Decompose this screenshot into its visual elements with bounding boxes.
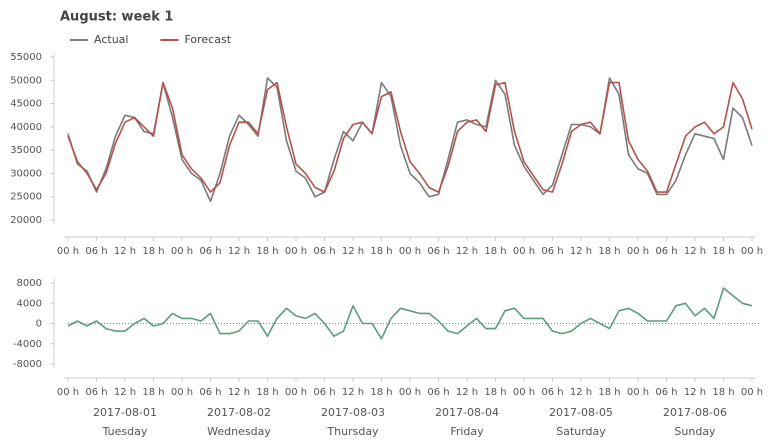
x-tick-label: 06 h xyxy=(85,246,107,257)
x-tick-label: 06 h xyxy=(313,387,335,398)
x-tick-label: 18 h xyxy=(712,246,734,257)
x-tick-label: 12 h xyxy=(114,246,136,257)
x-tick-label: 18 h xyxy=(598,246,620,257)
x-tick-label: 12 h xyxy=(342,246,364,257)
x-tick-label: 18 h xyxy=(370,246,392,257)
date-label: 2017-08-05 xyxy=(549,406,613,419)
y-tick-label: -4000 xyxy=(13,339,42,350)
x-tick-label: 06 h xyxy=(427,387,449,398)
date-label: 2017-08-04 xyxy=(435,406,499,419)
x-tick-label: 12 h xyxy=(456,246,478,257)
x-tick-label: 00 h xyxy=(171,387,193,398)
chart-title: August: week 1 xyxy=(60,10,173,25)
weekday-label: Thursday xyxy=(326,425,379,438)
x-tick-label: 06 h xyxy=(541,387,563,398)
x-tick-label: 06 h xyxy=(199,246,221,257)
weekday-label: Friday xyxy=(450,425,484,438)
x-tick-label: 18 h xyxy=(142,387,164,398)
y-tick-label: 8000 xyxy=(17,278,42,289)
x-tick-label: 00 h xyxy=(57,246,79,257)
weekday-label: Tuesday xyxy=(102,425,148,438)
x-tick-label: 12 h xyxy=(228,387,250,398)
x-tick-label: 00 h xyxy=(627,246,649,257)
weekday-label: Saturday xyxy=(556,425,606,438)
y-tick-label: 50000 xyxy=(10,75,42,86)
x-tick-label: 18 h xyxy=(712,387,734,398)
x-tick-label: 00 h xyxy=(513,387,535,398)
series-line xyxy=(67,81,753,193)
x-tick-label: 12 h xyxy=(342,387,364,398)
y-tick-label: 40000 xyxy=(10,122,42,133)
weekday-label: Wednesday xyxy=(207,425,271,438)
x-tick-label: 06 h xyxy=(313,246,335,257)
x-tick-label: 00 h xyxy=(57,387,79,398)
x-tick-label: 00 h xyxy=(285,387,307,398)
x-tick-label: 18 h xyxy=(598,387,620,398)
legend-label: Forecast xyxy=(184,33,231,46)
x-tick-label: 06 h xyxy=(427,246,449,257)
x-tick-label: 00 h xyxy=(171,246,193,257)
date-label: 2017-08-01 xyxy=(93,406,157,419)
x-tick-label: 00 h xyxy=(399,387,421,398)
x-tick-label: 00 h xyxy=(513,246,535,257)
x-tick-label: 06 h xyxy=(655,387,677,398)
x-tick-label: 12 h xyxy=(684,387,706,398)
x-tick-label: 00 h xyxy=(399,246,421,257)
x-tick-label: 18 h xyxy=(370,387,392,398)
x-tick-label: 06 h xyxy=(85,387,107,398)
x-tick-label: 12 h xyxy=(570,387,592,398)
x-tick-label: 18 h xyxy=(484,387,506,398)
x-tick-label: 06 h xyxy=(541,246,563,257)
x-tick-label: 12 h xyxy=(114,387,136,398)
date-label: 2017-08-03 xyxy=(321,406,385,419)
x-tick-label: 06 h xyxy=(655,246,677,257)
x-tick-label: 06 h xyxy=(199,387,221,398)
weekday-label: Sunday xyxy=(674,425,716,438)
y-tick-label: 35000 xyxy=(10,145,42,156)
date-label: 2017-08-06 xyxy=(663,406,727,419)
y-tick-label: 55000 xyxy=(10,52,42,63)
x-tick-label: 12 h xyxy=(570,246,592,257)
y-tick-label: 4000 xyxy=(17,298,42,309)
legend-label: Actual xyxy=(94,33,128,46)
x-tick-label: 18 h xyxy=(142,246,164,257)
x-tick-label: 00 h xyxy=(741,387,763,398)
x-tick-label: 00 h xyxy=(741,246,763,257)
y-tick-label: 45000 xyxy=(10,99,42,110)
x-tick-label: 12 h xyxy=(228,246,250,257)
y-tick-label: 30000 xyxy=(10,168,42,179)
series-line xyxy=(67,287,753,340)
x-tick-label: 18 h xyxy=(256,387,278,398)
x-tick-label: 12 h xyxy=(684,246,706,257)
x-tick-label: 00 h xyxy=(627,387,649,398)
x-tick-label: 12 h xyxy=(456,387,478,398)
x-tick-label: 18 h xyxy=(256,246,278,257)
x-tick-label: 18 h xyxy=(484,246,506,257)
date-label: 2017-08-02 xyxy=(207,406,271,419)
series-line xyxy=(67,77,753,203)
y-tick-label: 0 xyxy=(36,319,42,330)
x-tick-label: 00 h xyxy=(285,246,307,257)
y-tick-label: -8000 xyxy=(13,359,42,370)
y-tick-label: 20000 xyxy=(10,215,42,226)
y-tick-label: 25000 xyxy=(10,192,42,203)
